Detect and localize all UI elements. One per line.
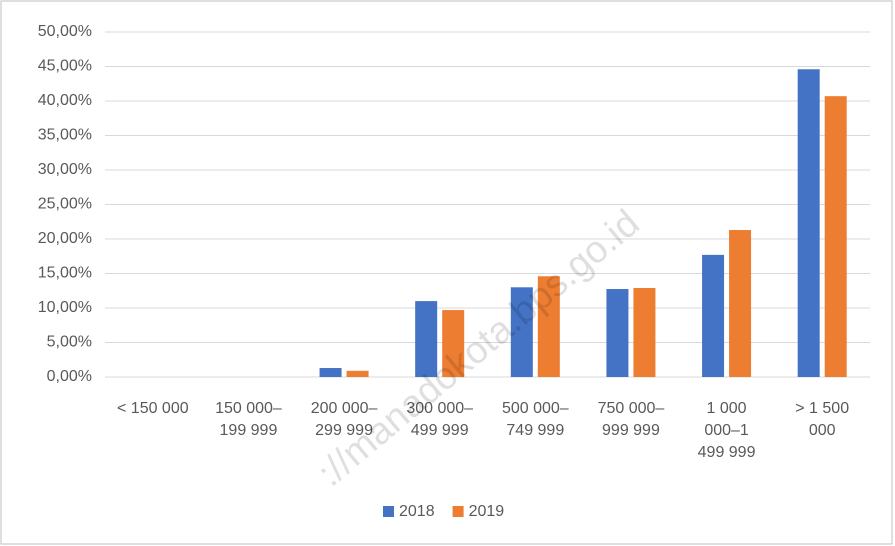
x-tick-label: 750 000– 999 999 — [598, 400, 665, 439]
bar — [633, 287, 656, 377]
bar — [319, 368, 342, 377]
y-tick-label: 25,00% — [38, 196, 92, 213]
x-tick-label: 300 000– 499 999 — [406, 400, 473, 439]
x-tick-label: 200 000– 299 999 — [311, 400, 378, 439]
bar — [537, 276, 560, 377]
y-tick-label: 40,00% — [38, 92, 92, 109]
y-tick-label: 30,00% — [38, 161, 92, 178]
x-tick-label: 500 000– 749 999 — [502, 400, 569, 439]
y-tick-label: 10,00% — [38, 299, 92, 316]
legend-label: 2018 — [399, 503, 435, 520]
legend-label: 2019 — [469, 503, 505, 520]
bar — [415, 301, 438, 377]
y-tick-label: 5,00% — [47, 334, 92, 351]
bar — [442, 310, 465, 377]
bar — [606, 289, 629, 377]
y-tick-label: 15,00% — [38, 265, 92, 282]
bar — [797, 69, 820, 377]
bar — [824, 96, 847, 378]
x-tick-label: 1 000 000–1 499 999 — [698, 400, 756, 461]
y-tick-label: 35,00% — [38, 127, 92, 144]
legend-swatch — [383, 506, 394, 517]
bar — [510, 287, 533, 377]
x-tick-label: 150 000– 199 999 — [215, 400, 282, 439]
bar — [346, 370, 369, 377]
bar — [702, 254, 725, 377]
y-tick-label: 0,00% — [47, 368, 92, 385]
bar — [729, 230, 752, 377]
y-tick-label: 45,00% — [38, 58, 92, 75]
y-tick-label: 20,00% — [38, 230, 92, 247]
x-tick-label: < 150 000 — [117, 400, 189, 417]
legend-swatch — [452, 506, 464, 517]
y-tick-label: 50,00% — [38, 23, 92, 40]
x-tick-label: > 1 500 000 — [795, 400, 849, 439]
